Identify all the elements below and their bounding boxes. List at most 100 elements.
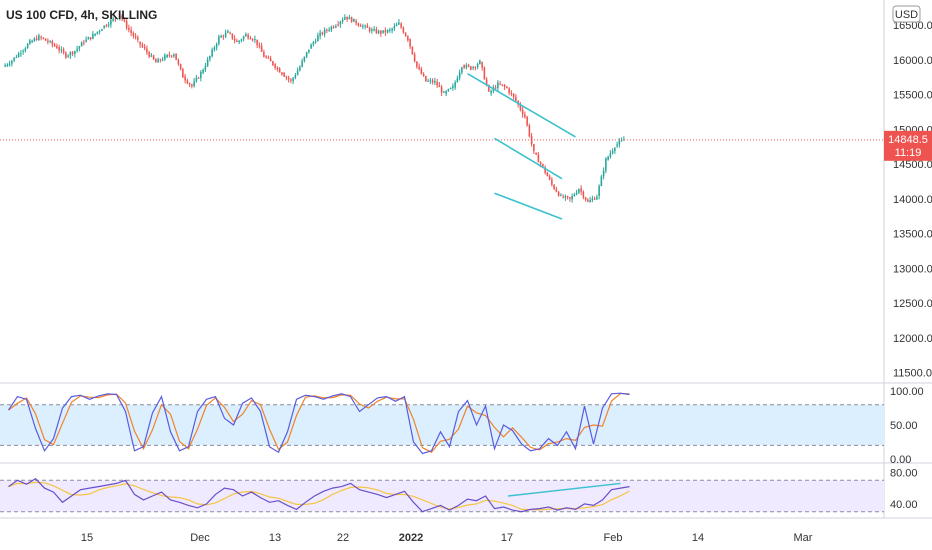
candle-body [463, 65, 465, 68]
candle-body [38, 35, 40, 40]
candle-body [341, 19, 344, 22]
candle-body [429, 80, 432, 82]
candle-body [377, 30, 380, 33]
candle-body [92, 34, 94, 39]
candle-body [301, 61, 303, 67]
candle-body [184, 76, 186, 81]
candle-body [283, 72, 285, 77]
candle-body [281, 72, 283, 75]
candle-body [503, 85, 506, 87]
candle-body [80, 42, 83, 47]
candle-body [382, 30, 384, 33]
candle-body [458, 72, 461, 79]
candle-body [89, 37, 92, 39]
candle-body [614, 147, 616, 151]
candle-body [238, 40, 240, 43]
candle-body [314, 41, 317, 43]
candle-body [263, 51, 265, 58]
candle-body [580, 188, 582, 192]
candle-body [596, 197, 598, 200]
currency-label: USD [895, 9, 918, 21]
candle-body [443, 91, 445, 93]
candle-body [305, 52, 308, 57]
candle-body [359, 25, 362, 27]
candle-body [105, 25, 108, 27]
candle-body [229, 32, 231, 34]
candle-body [494, 87, 497, 89]
candle-body [319, 32, 321, 37]
candle-body [258, 45, 261, 47]
rsi-tick-label: 40.00 [890, 499, 918, 511]
candle-body [65, 52, 67, 58]
candle-body [562, 196, 564, 198]
candle-body [510, 92, 513, 94]
candle-body [67, 55, 69, 57]
candle-body [294, 75, 297, 78]
currency-badge[interactable] [892, 5, 921, 23]
trendline[interactable] [494, 137, 563, 180]
candle-body [40, 36, 42, 38]
candle-body [411, 46, 414, 55]
candle-body [618, 141, 621, 145]
candle-body [308, 49, 310, 53]
candle-body [62, 49, 65, 53]
candle-body [546, 172, 549, 177]
candle-body [197, 77, 200, 79]
candle-body [571, 195, 573, 200]
candle-body [211, 49, 213, 57]
candle-body [490, 90, 492, 94]
candle-body [49, 41, 51, 43]
candle-body [107, 24, 110, 26]
x-tick-label: 17 [501, 532, 513, 544]
candle-body [85, 39, 87, 42]
candle-body [15, 57, 18, 59]
candle-body [267, 57, 270, 59]
trendline[interactable] [494, 192, 563, 220]
rsi-divergence-trendline[interactable] [507, 482, 621, 497]
candle-body [58, 47, 60, 51]
candle-body [13, 57, 15, 61]
x-tick-label: Feb [604, 532, 623, 544]
x-tick-label: 13 [269, 532, 281, 544]
candle-body [499, 84, 501, 86]
candle-body [589, 200, 591, 203]
candle-body [242, 36, 245, 40]
candle-body [445, 91, 447, 94]
candle-body [467, 65, 470, 67]
trendline[interactable] [467, 72, 576, 138]
candle-body [386, 30, 389, 33]
candle-body [355, 20, 357, 24]
candle-body [375, 29, 378, 33]
rsi-ma-line [8, 481, 630, 511]
candle-body [22, 50, 24, 52]
x-tick-label: 22 [337, 532, 349, 544]
candle-body [220, 35, 222, 38]
candle-body [303, 56, 306, 62]
stoch-k-line [8, 392, 630, 455]
candle-body [290, 79, 292, 81]
candle-body [53, 44, 56, 47]
candle-body [74, 50, 76, 55]
candle-body [620, 139, 623, 142]
candle-body [139, 41, 141, 45]
candle-body [164, 55, 166, 60]
candle-body [431, 80, 434, 83]
candle-body [114, 18, 117, 20]
candle-body [551, 179, 553, 185]
candle-body [407, 36, 409, 41]
candle-body [11, 60, 13, 64]
candle-body [524, 114, 526, 118]
candle-body [29, 40, 31, 44]
candle-body [483, 67, 486, 80]
candle-body [200, 72, 202, 79]
candle-body [402, 27, 405, 33]
price-tick-label: 13500.0 [893, 229, 932, 241]
candle-body [521, 109, 524, 115]
candle-body [159, 59, 162, 61]
candle-body [584, 197, 587, 200]
candle-body [101, 29, 103, 31]
candle-body [366, 25, 369, 28]
candle-body [330, 26, 333, 30]
